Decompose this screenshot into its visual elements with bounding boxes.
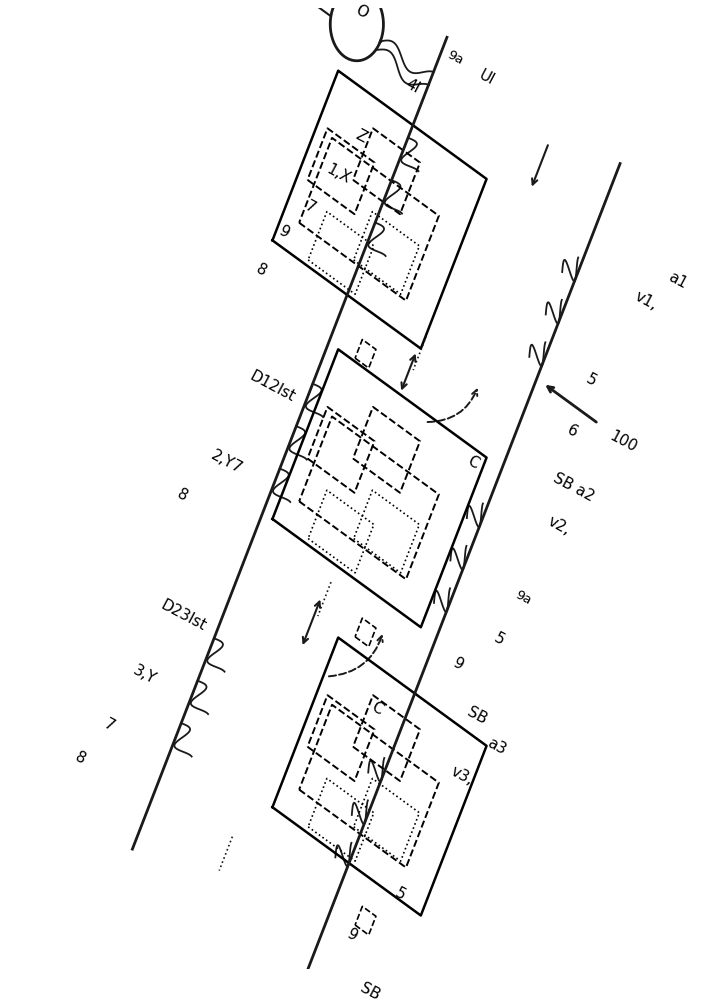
Text: SB: SB xyxy=(358,980,383,1000)
Polygon shape xyxy=(273,71,486,349)
Text: 8: 8 xyxy=(174,486,190,504)
Text: a1: a1 xyxy=(666,269,690,291)
Text: 5: 5 xyxy=(393,885,408,903)
Text: 3,Y: 3,Y xyxy=(131,662,159,687)
Text: 1,X: 1,X xyxy=(324,162,353,187)
Text: 9a: 9a xyxy=(444,48,465,67)
Text: 5: 5 xyxy=(491,631,507,648)
Text: 100: 100 xyxy=(607,428,640,455)
Text: SB: SB xyxy=(465,705,490,727)
Text: 8: 8 xyxy=(254,261,269,279)
Text: O: O xyxy=(353,2,370,21)
Text: v1,: v1, xyxy=(633,289,660,313)
Text: C: C xyxy=(369,699,385,718)
Text: 7: 7 xyxy=(302,199,318,216)
Text: 7: 7 xyxy=(101,716,117,734)
Text: D23lst: D23lst xyxy=(158,598,209,634)
Text: 9a: 9a xyxy=(513,588,534,607)
Text: 9: 9 xyxy=(450,655,466,673)
Text: a3: a3 xyxy=(485,736,509,758)
Text: Z: Z xyxy=(353,127,369,145)
Text: D12lst: D12lst xyxy=(247,369,297,405)
Text: C: C xyxy=(465,453,481,471)
Text: 6: 6 xyxy=(564,422,580,440)
Polygon shape xyxy=(273,638,486,915)
Text: 2,Y7: 2,Y7 xyxy=(208,448,245,477)
Text: v3,: v3, xyxy=(449,764,476,788)
Text: SB a2: SB a2 xyxy=(551,470,597,504)
Text: 4l: 4l xyxy=(402,76,422,96)
Text: Ul: Ul xyxy=(477,67,497,88)
Text: 9: 9 xyxy=(276,223,292,241)
Polygon shape xyxy=(273,349,486,627)
Text: 9: 9 xyxy=(345,926,361,944)
Text: v2,: v2, xyxy=(546,513,573,538)
Text: 8: 8 xyxy=(72,749,88,767)
Text: 5: 5 xyxy=(583,372,599,389)
